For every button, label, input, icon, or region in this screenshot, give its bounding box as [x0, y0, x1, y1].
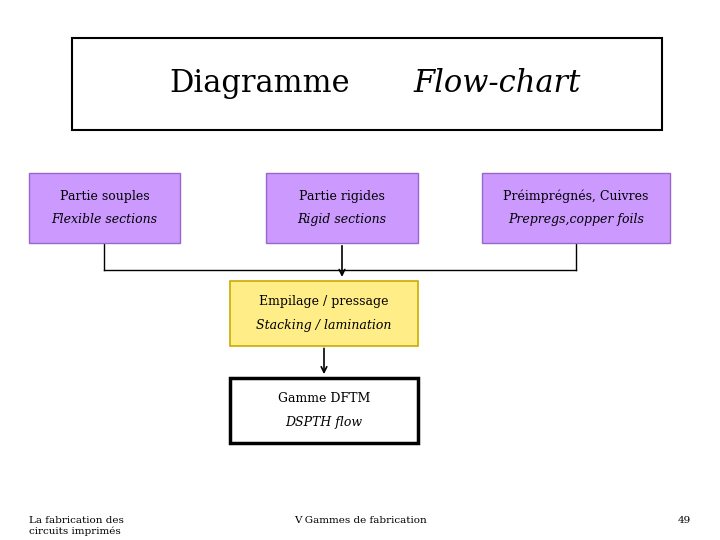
Text: Partie rigides: Partie rigides — [299, 190, 385, 202]
Bar — [29, 173, 180, 243]
Text: Flexible sections: Flexible sections — [51, 213, 158, 226]
Text: Empilage / pressage: Empilage / pressage — [259, 295, 389, 308]
Text: V Gammes de fabrication: V Gammes de fabrication — [294, 516, 426, 525]
Text: Stacking / lamination: Stacking / lamination — [256, 319, 392, 332]
Bar — [482, 173, 670, 243]
Bar — [72, 38, 662, 130]
Bar — [230, 378, 418, 443]
Text: 49: 49 — [678, 516, 691, 525]
Text: Préimprégnés, Cuivres: Préimprégnés, Cuivres — [503, 189, 649, 202]
Text: La fabrication des
circuits imprimés: La fabrication des circuits imprimés — [29, 516, 124, 536]
Text: Diagramme: Diagramme — [169, 68, 349, 99]
Text: Gamme DFTM: Gamme DFTM — [278, 392, 370, 405]
Text: Rigid sections: Rigid sections — [297, 213, 387, 226]
Text: Partie souples: Partie souples — [60, 190, 149, 202]
Text: Prepregs,copper foils: Prepregs,copper foils — [508, 213, 644, 226]
Text: DSPTH flow: DSPTH flow — [285, 416, 363, 429]
Text: Flow-chart: Flow-chart — [413, 68, 580, 99]
Bar — [266, 173, 418, 243]
Bar — [230, 281, 418, 346]
